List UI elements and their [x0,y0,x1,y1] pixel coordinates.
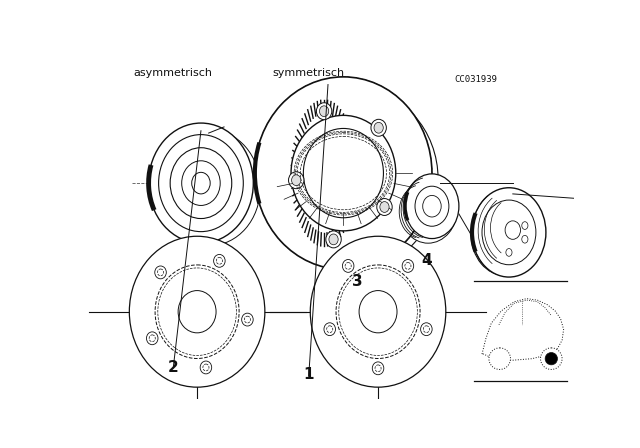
Ellipse shape [157,269,164,276]
Text: 3: 3 [352,274,363,289]
Ellipse shape [482,200,536,265]
Ellipse shape [420,323,432,336]
Text: 2: 2 [168,360,178,375]
Ellipse shape [255,77,432,269]
Ellipse shape [359,291,397,333]
Ellipse shape [336,265,420,358]
Ellipse shape [303,129,383,218]
Ellipse shape [377,198,392,215]
Ellipse shape [372,362,384,375]
Ellipse shape [522,235,528,243]
Ellipse shape [345,263,351,269]
Ellipse shape [203,364,209,371]
Ellipse shape [374,122,383,133]
Ellipse shape [181,154,239,222]
Text: 4: 4 [421,253,432,268]
Text: asymmetrisch: asymmetrisch [133,68,212,78]
Ellipse shape [422,195,441,217]
Ellipse shape [272,88,438,270]
Ellipse shape [342,259,354,272]
Ellipse shape [242,313,253,326]
Ellipse shape [522,222,528,229]
Ellipse shape [326,231,341,248]
Ellipse shape [244,316,250,323]
Ellipse shape [405,263,411,269]
Ellipse shape [319,106,329,116]
Ellipse shape [170,148,232,219]
Ellipse shape [423,326,429,332]
Ellipse shape [405,174,459,238]
Ellipse shape [371,119,387,136]
Ellipse shape [155,265,239,358]
Circle shape [541,348,562,370]
Ellipse shape [506,249,512,256]
Ellipse shape [472,188,546,277]
Ellipse shape [182,161,220,206]
Ellipse shape [291,116,396,231]
Circle shape [489,348,511,370]
Ellipse shape [380,202,389,212]
Ellipse shape [289,172,304,189]
Ellipse shape [339,268,417,355]
Ellipse shape [292,175,301,185]
Ellipse shape [316,103,332,120]
Ellipse shape [214,254,225,267]
Ellipse shape [471,194,539,276]
Ellipse shape [216,258,223,264]
Ellipse shape [148,123,253,243]
Ellipse shape [178,291,216,333]
Text: symmetrisch: symmetrisch [272,68,344,78]
Ellipse shape [200,361,212,374]
Ellipse shape [324,323,335,336]
Ellipse shape [155,266,166,279]
Text: 1: 1 [303,367,314,382]
Circle shape [545,353,557,365]
Ellipse shape [415,186,449,226]
Ellipse shape [329,234,338,245]
Ellipse shape [326,326,333,332]
Ellipse shape [192,172,210,194]
Ellipse shape [402,259,413,272]
Ellipse shape [160,130,260,246]
Ellipse shape [375,365,381,372]
Ellipse shape [158,268,236,355]
Ellipse shape [159,134,243,232]
Ellipse shape [399,174,458,243]
Ellipse shape [147,332,158,345]
Ellipse shape [149,335,156,342]
Ellipse shape [129,236,265,387]
Ellipse shape [310,236,446,387]
Text: CC031939: CC031939 [454,75,497,84]
Ellipse shape [505,221,520,239]
